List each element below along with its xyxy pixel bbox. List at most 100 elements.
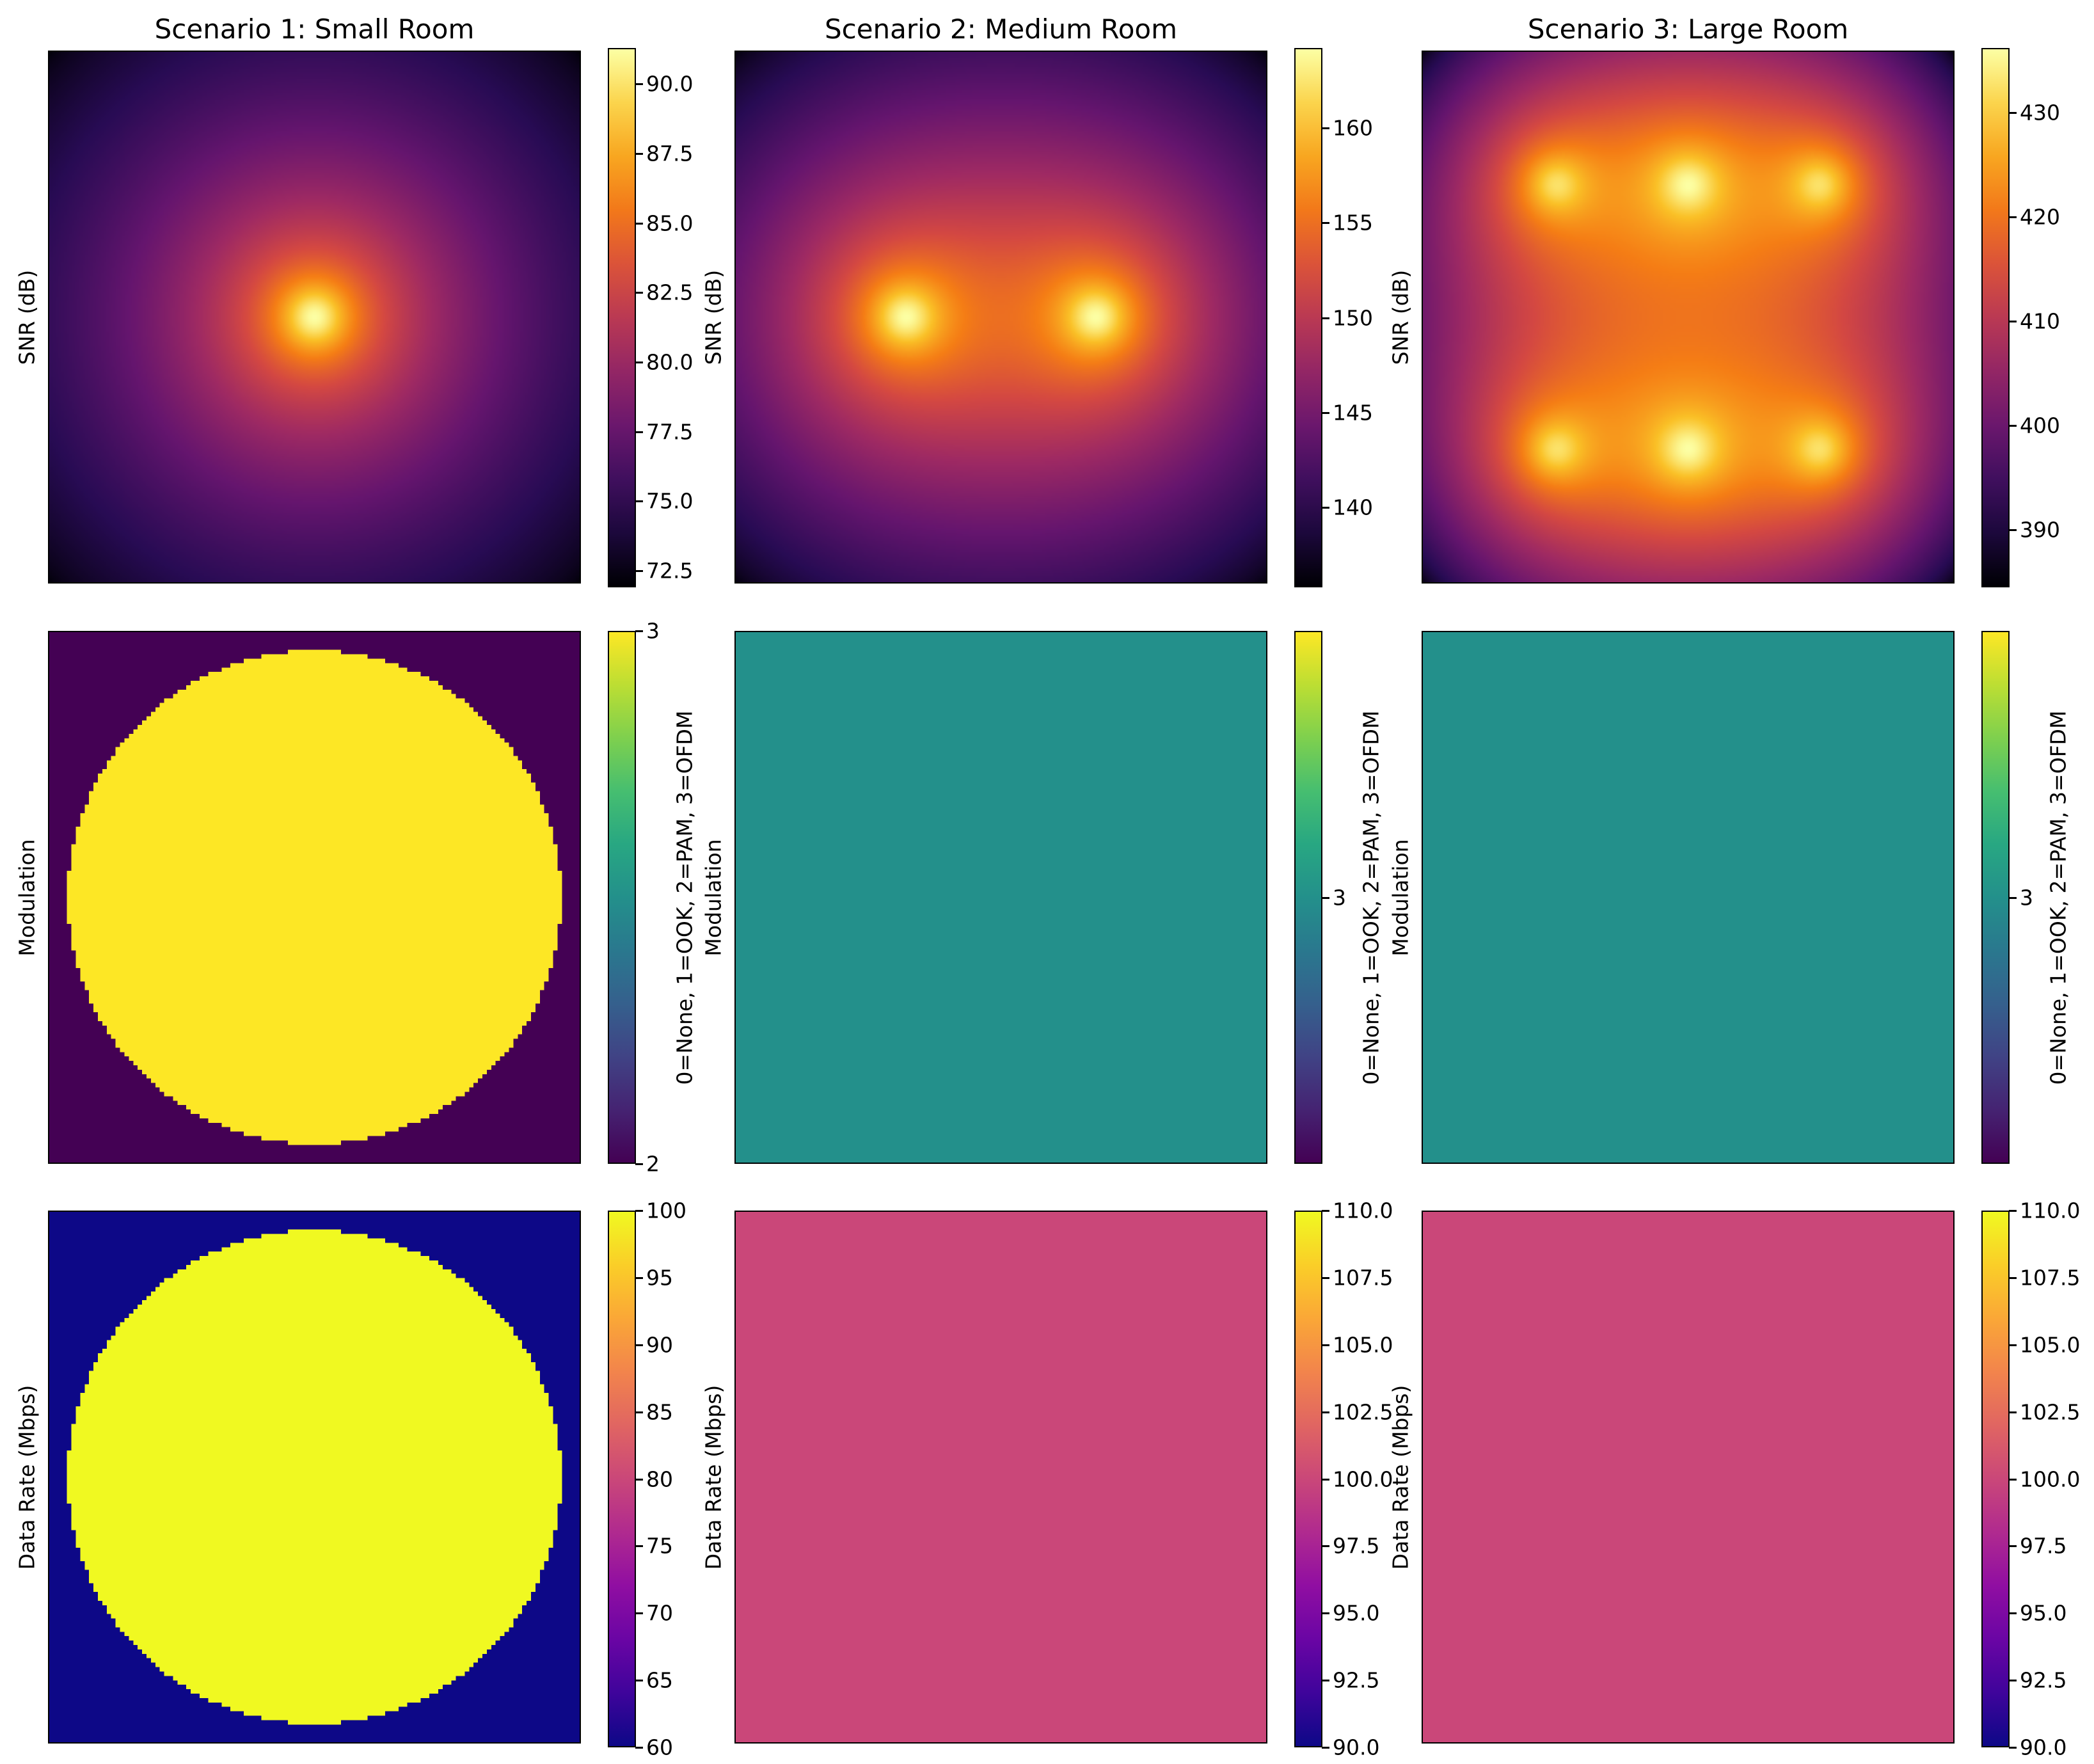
heatmap-image (49, 632, 580, 1163)
colorbar-tick (635, 222, 643, 225)
colorbar-tick (1322, 1612, 1329, 1615)
colorbar-tick-label: 420 (2020, 204, 2060, 230)
heatmap-plot (48, 631, 581, 1164)
colorbar (1294, 631, 1322, 1164)
colorbar-label: 0=None, 1=OOK, 2=PAM, 3=OFDM (1358, 710, 1384, 1085)
colorbar-tick-label: 155 (1333, 210, 1373, 235)
colorbar-tick-label: 95 (646, 1265, 673, 1291)
colorbar-tick-label: 3 (646, 618, 660, 644)
colorbar-tick-label: 105.0 (1333, 1332, 1393, 1358)
y-axis-label: Modulation (701, 838, 726, 957)
colorbar-tick-label: 77.5 (646, 419, 694, 445)
colorbar-tick (635, 1411, 643, 1413)
colorbar-tick-label: 107.5 (2020, 1265, 2081, 1291)
colorbar-tick (635, 1478, 643, 1481)
heatmap-plot (1422, 51, 1955, 584)
y-axis-label: Modulation (1388, 838, 1413, 957)
colorbar-tick (635, 153, 643, 155)
colorbar (1981, 1211, 2010, 1747)
colorbar-tick-label: 97.5 (2020, 1533, 2067, 1559)
colorbar-tick-label: 150 (1333, 305, 1373, 330)
heatmap-plot (48, 1211, 581, 1744)
heatmap-image (736, 1212, 1266, 1742)
colorbar-tick-label: 65 (646, 1667, 673, 1693)
colorbar-tick-label: 97.5 (1333, 1533, 1380, 1559)
heatmap-image (736, 52, 1266, 582)
colorbar-tick (2009, 896, 2017, 899)
colorbar (1981, 48, 2010, 587)
colorbar-tick (1322, 317, 1329, 319)
heatmap-image (736, 632, 1266, 1163)
colorbar-tick-label: 85 (646, 1399, 673, 1425)
colorbar-tick (2009, 1411, 2017, 1413)
colorbar-tick-label: 2 (646, 1151, 660, 1177)
heatmap-image (1423, 52, 1953, 582)
colorbar-tick (635, 292, 643, 294)
colorbar (1981, 631, 2010, 1164)
colorbar-tick-label: 75 (646, 1533, 673, 1559)
colorbar-tick (635, 83, 643, 86)
colorbar-tick-label: 95.0 (1333, 1600, 1380, 1626)
colorbar-tick (2009, 1210, 2017, 1212)
heatmap-image (1423, 1212, 1953, 1742)
colorbar-tick (635, 1163, 643, 1165)
colorbar-tick (635, 500, 643, 503)
colorbar-tick-label: 92.5 (2020, 1667, 2067, 1693)
colorbar-tick (1322, 1411, 1329, 1413)
colorbar-tick-label: 100 (646, 1198, 686, 1223)
colorbar-tick-label: 90.0 (2020, 1735, 2067, 1760)
colorbar-tick (635, 1276, 643, 1279)
colorbar-tick-label: 87.5 (646, 141, 694, 166)
heatmap-plot (48, 51, 581, 584)
colorbar-tick (635, 362, 643, 364)
colorbar-tick (635, 1612, 643, 1615)
colorbar-tick-label: 3 (1333, 885, 1346, 910)
colorbar-tick (635, 1680, 643, 1682)
heatmap-plot (734, 51, 1267, 584)
colorbar (1294, 48, 1322, 587)
colorbar-tick (2009, 1545, 2017, 1548)
colorbar (1294, 1211, 1322, 1747)
colorbar-tick (635, 1210, 643, 1212)
panel-title: Scenario 2: Medium Room (824, 13, 1178, 45)
colorbar-tick-label: 100.0 (1333, 1466, 1393, 1491)
colorbar-tick-label: 102.5 (1333, 1399, 1393, 1425)
colorbar (608, 48, 636, 587)
colorbar-tick-label: 92.5 (1333, 1667, 1380, 1693)
colorbar-tick-label: 390 (2020, 517, 2060, 543)
colorbar-tick (635, 431, 643, 433)
colorbar-tick (635, 1344, 643, 1346)
colorbar (608, 1211, 636, 1747)
colorbar-tick-label: 100.0 (2020, 1466, 2081, 1491)
colorbar-tick (2009, 1344, 2017, 1346)
panel-title: Scenario 1: Small Room (154, 13, 475, 45)
colorbar-tick (1322, 1478, 1329, 1481)
colorbar-tick (1322, 222, 1329, 225)
heatmap-plot (1422, 631, 1955, 1164)
colorbar-tick (1322, 507, 1329, 509)
colorbar-tick-label: 430 (2020, 100, 2060, 125)
colorbar-tick-label: 410 (2020, 308, 2060, 334)
colorbar-tick-label: 105.0 (2020, 1332, 2081, 1358)
colorbar-tick-label: 107.5 (1333, 1265, 1393, 1291)
colorbar-tick-label: 60 (646, 1735, 673, 1760)
colorbar-tick-label: 80.0 (646, 349, 694, 375)
colorbar-tick-label: 140 (1333, 495, 1373, 520)
colorbar-tick (2009, 112, 2017, 115)
colorbar-tick (1322, 411, 1329, 414)
colorbar-tick (1322, 1210, 1329, 1212)
colorbar-tick (635, 569, 643, 572)
colorbar-tick (1322, 127, 1329, 129)
colorbar-tick (2009, 321, 2017, 323)
colorbar-tick-label: 95.0 (2020, 1600, 2067, 1626)
colorbar-tick-label: 90.0 (1333, 1735, 1380, 1760)
colorbar-tick-label: 400 (2020, 413, 2060, 438)
y-axis-label: SNR (dB) (14, 269, 40, 365)
colorbar-tick (1322, 1747, 1329, 1749)
colorbar-tick (1322, 1545, 1329, 1548)
colorbar-tick (2009, 1747, 2017, 1749)
heatmap-image (49, 52, 580, 582)
colorbar-tick-label: 110.0 (1333, 1198, 1393, 1223)
colorbar-label: 0=None, 1=OOK, 2=PAM, 3=OFDM (672, 710, 697, 1085)
heatmap-plot (734, 1211, 1267, 1744)
